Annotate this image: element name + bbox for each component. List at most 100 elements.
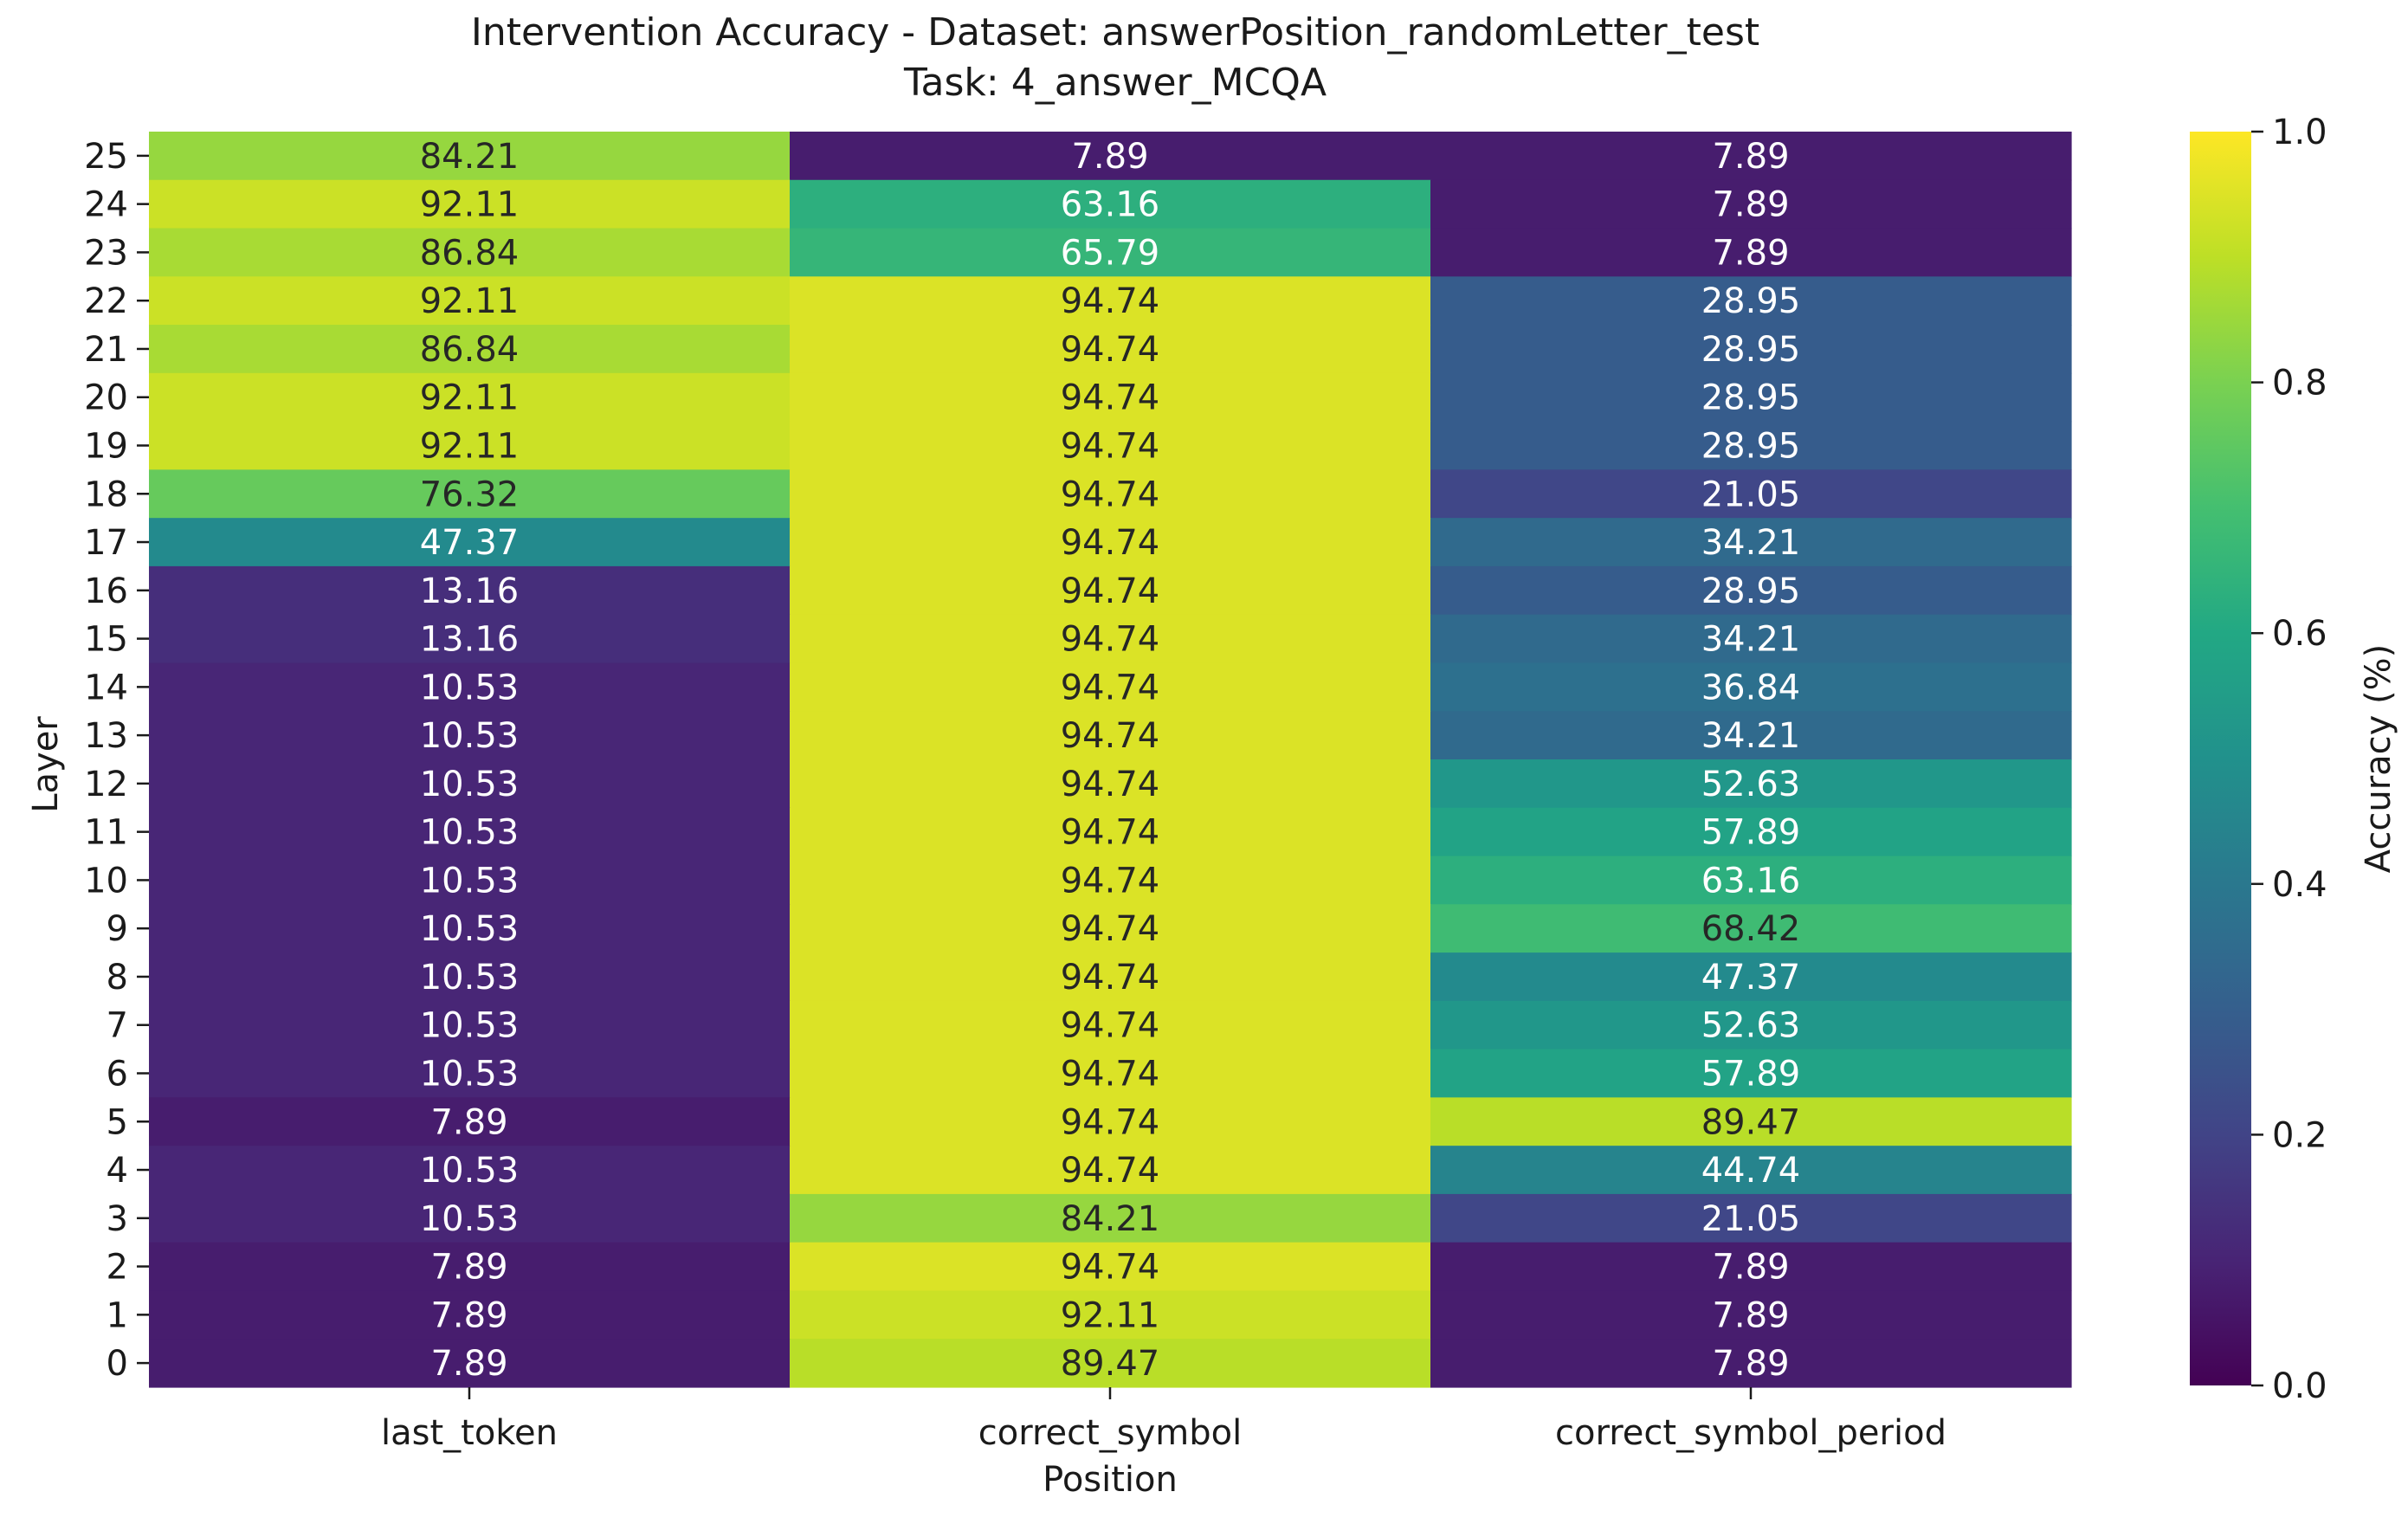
heatmap-cell — [790, 711, 1431, 760]
heatmap-cell — [149, 614, 791, 664]
cell-value-label: 7.89 — [430, 1344, 507, 1384]
cell-value-label: 94.74 — [1061, 523, 1160, 563]
heatmap-cell — [1430, 1242, 2072, 1292]
heatmap-cell — [149, 469, 791, 519]
heatmap-cell — [149, 276, 791, 326]
y-tick-label: 4 — [107, 1151, 128, 1191]
heatmap-cell — [790, 565, 1431, 616]
y-tick-label: 22 — [84, 281, 128, 321]
cell-value-label: 28.95 — [1701, 330, 1801, 370]
x-tick-label: correct_symbol — [978, 1413, 1243, 1453]
cell-value-label: 94.74 — [1061, 668, 1160, 707]
cell-value-label: 86.84 — [420, 233, 520, 273]
heatmap-cell — [149, 228, 791, 277]
cell-value-label: 21.05 — [1701, 475, 1801, 514]
heatmap-cell — [790, 807, 1431, 857]
cell-value-label: 94.74 — [1061, 378, 1160, 418]
y-tick-label: 11 — [84, 813, 128, 853]
cell-value-label: 13.16 — [420, 572, 520, 611]
heatmap-cell — [1430, 1097, 2072, 1146]
heatmap-cell — [790, 1049, 1431, 1098]
heatmap-cell — [790, 1146, 1431, 1195]
cell-value-label: 94.74 — [1061, 1102, 1160, 1142]
cell-value-label: 10.53 — [420, 668, 520, 707]
cell-value-label: 47.37 — [420, 523, 520, 563]
x-axis: last_token correct_symbol correct_symbol_p… — [381, 1387, 1946, 1453]
cell-value-label: 57.89 — [1701, 1055, 1801, 1095]
colorbar-tick-label: 1.0 — [2272, 113, 2327, 152]
heatmap-cells — [149, 132, 2072, 1388]
y-tick-label: 6 — [107, 1055, 128, 1095]
y-tick-label: 21 — [84, 330, 128, 370]
cell-value-label: 52.63 — [1701, 1006, 1801, 1046]
heatmap-cell — [149, 807, 791, 857]
colorbar-tick-label: 0.6 — [2272, 614, 2327, 654]
heatmap-cell — [1430, 518, 2072, 567]
heatmap-cell — [149, 421, 791, 470]
colorbar-ticks: 0.0 0.2 0.4 0.6 0.8 1.0 — [2251, 113, 2327, 1406]
y-tick-label: 25 — [84, 137, 128, 177]
heatmap-cell — [1430, 421, 2072, 470]
y-tick-label: 19 — [84, 427, 128, 467]
cell-value-label: 7.89 — [1712, 1344, 1789, 1384]
heatmap-cell — [1430, 372, 2072, 423]
heatmap-cell — [1430, 1290, 2072, 1340]
cell-value-label: 28.95 — [1701, 572, 1801, 611]
cell-value-label: 94.74 — [1061, 909, 1160, 949]
heatmap-cell — [149, 565, 791, 616]
cell-value-label: 52.63 — [1701, 765, 1801, 804]
heatmap-cell — [1430, 1049, 2072, 1098]
colorbar-label: Accuracy (%) — [2359, 644, 2398, 874]
heatmap-cell — [1430, 1339, 2072, 1388]
cell-value-label: 94.74 — [1061, 572, 1160, 611]
heatmap-cell — [790, 421, 1431, 470]
heatmap-cell — [1430, 469, 2072, 519]
heatmap-cell — [149, 711, 791, 760]
heatmap-cell — [1430, 904, 2072, 953]
cell-value-label: 34.21 — [1701, 620, 1801, 660]
heatmap-cell — [149, 759, 791, 809]
chart-subtitle: Task: 4_answer_MCQA — [903, 61, 1327, 105]
cell-value-label: 10.53 — [420, 909, 520, 949]
heatmap-cell — [790, 1000, 1431, 1050]
heatmap-cell — [149, 132, 791, 181]
heatmap-cell — [149, 1049, 791, 1098]
heatmap-cell — [790, 1193, 1431, 1243]
heatmap-cell — [790, 179, 1431, 229]
y-tick-label: 18 — [84, 475, 128, 514]
heatmap-cell — [149, 179, 791, 229]
colorbar-tick-label: 0.8 — [2272, 364, 2327, 404]
y-tick-label: 13 — [84, 716, 128, 756]
heatmap-cell — [149, 325, 791, 374]
cell-value-label: 10.53 — [420, 1151, 520, 1191]
heatmap-cell — [1430, 807, 2072, 857]
cell-value-label: 89.47 — [1061, 1344, 1160, 1384]
heatmap-cell — [790, 856, 1431, 905]
heatmap-cell — [149, 372, 791, 423]
x-tick-label: last_token — [381, 1413, 558, 1453]
y-tick-label: 17 — [84, 523, 128, 563]
cell-value-label: 94.74 — [1061, 958, 1160, 998]
heatmap-cell — [149, 1339, 791, 1388]
chart-title: Intervention Accuracy - Dataset: answerP… — [471, 10, 1759, 55]
cell-value-label: 21.05 — [1701, 1199, 1801, 1239]
y-tick-label: 7 — [107, 1006, 128, 1046]
cell-value-label: 10.53 — [420, 813, 520, 853]
heatmap-cell — [790, 662, 1431, 712]
heatmap-cell — [1430, 276, 2072, 326]
heatmap-cell — [790, 228, 1431, 277]
cell-value-label: 13.16 — [420, 620, 520, 660]
cell-value-label: 36.84 — [1701, 668, 1801, 707]
y-axis: 2524232221201918171615141312111098765432… — [84, 137, 149, 1384]
cell-value-label: 7.89 — [1712, 1248, 1789, 1288]
heatmap-cell — [790, 614, 1431, 664]
y-tick-label: 5 — [107, 1102, 128, 1142]
cell-value-label: 68.42 — [1701, 909, 1801, 949]
cell-value-labels: 84.21 7.89 7.89 92.11 63.16 7.89 86.84 65.79 7.8… — [420, 137, 1801, 1384]
heatmap-cell — [1430, 179, 2072, 229]
cell-value-label: 28.95 — [1701, 281, 1801, 321]
y-tick-label: 3 — [107, 1199, 128, 1239]
y-tick-label: 2 — [107, 1248, 128, 1288]
heatmap-cell — [1430, 759, 2072, 809]
cell-value-label: 94.74 — [1061, 1055, 1160, 1095]
